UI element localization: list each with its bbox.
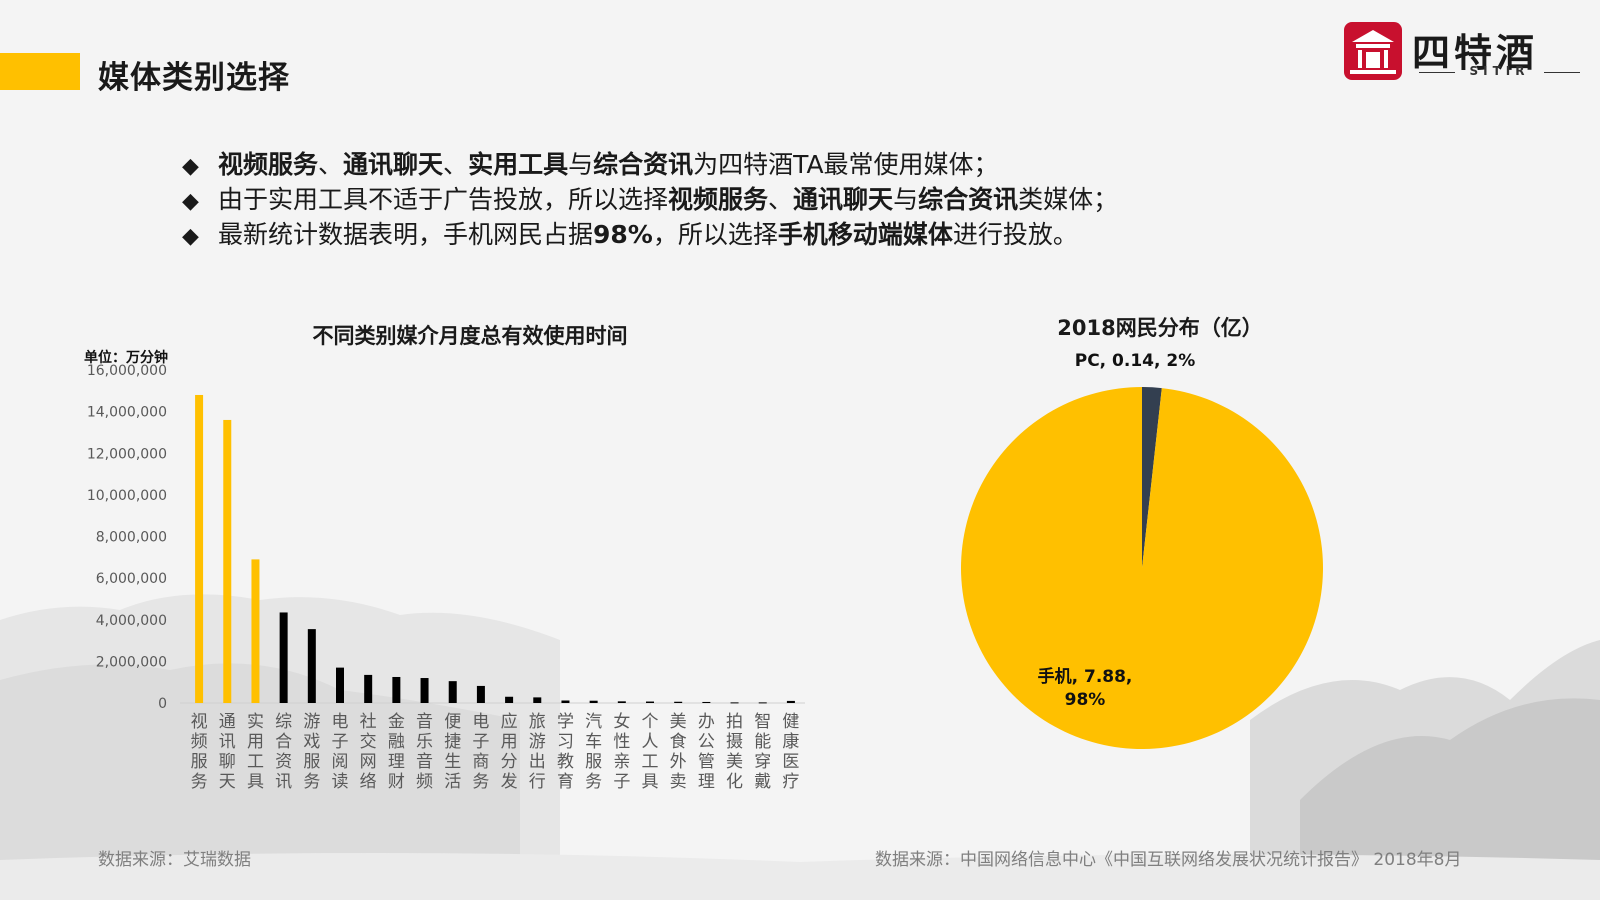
x-tick-label: 视频服务 bbox=[191, 712, 208, 792]
bar bbox=[364, 674, 373, 703]
x-tick-label: 拍摄美化 bbox=[726, 712, 743, 792]
bar bbox=[758, 702, 767, 704]
bullet-emphasis: 综合资讯 bbox=[593, 150, 694, 179]
bar bbox=[307, 629, 316, 703]
bar bbox=[195, 394, 204, 703]
bar bbox=[420, 678, 429, 703]
bar bbox=[505, 696, 514, 703]
x-tick-label: 女性亲子 bbox=[613, 712, 630, 792]
bar bbox=[223, 419, 232, 703]
bullet-emphasis: 98% bbox=[593, 220, 653, 249]
bullet-emphasis: 视频服务 bbox=[218, 150, 319, 179]
bullet-text: 与 bbox=[893, 185, 919, 214]
x-tick-label: 电子商务 bbox=[472, 712, 489, 792]
source-left: 数据来源：艾瑞数据 bbox=[98, 850, 251, 870]
bullet-item: ◆ 视频服务、通讯聊天、实用工具与综合资讯为四特酒TA最常使用媒体； bbox=[182, 148, 1118, 183]
x-tick-label: 健康医疗 bbox=[782, 712, 799, 792]
bar bbox=[476, 685, 485, 703]
y-tick-label: 6,000,000 bbox=[96, 571, 167, 587]
bullet-item: ◆ 最新统计数据表明，手机网民占据98%，所以选择手机移动端媒体进行投放。 bbox=[182, 218, 1118, 253]
bullet-text: 进行投放。 bbox=[952, 220, 1078, 249]
source-right: 数据来源：中国网络信息中心《中国互联网络发展状况统计报告》 2018年8月 bbox=[875, 850, 1462, 870]
bullet-emphasis: 手机移动端媒体 bbox=[777, 220, 953, 249]
x-tick-label: 旅游出行 bbox=[529, 712, 546, 792]
pie-slice-pc bbox=[1142, 387, 1162, 568]
bullet-list: ◆ 视频服务、通讯聊天、实用工具与综合资讯为四特酒TA最常使用媒体； ◆ 由于实用工具… bbox=[182, 148, 1118, 253]
bar bbox=[251, 559, 260, 703]
bullet-emphasis: 视频服务 bbox=[668, 185, 769, 214]
x-tick-label: 汽车服务 bbox=[585, 712, 602, 792]
y-axis-label: 单位：万分钟 bbox=[84, 349, 168, 366]
bar bbox=[279, 612, 288, 703]
x-tick-label: 综合资讯 bbox=[275, 712, 292, 792]
y-tick-label: 16,000,000 bbox=[87, 363, 167, 379]
pie-label-pc: PC, 0.14, 2% bbox=[1075, 351, 1196, 371]
bar bbox=[730, 702, 739, 704]
bar bbox=[561, 700, 570, 703]
x-tick-label: 应用分发 bbox=[501, 712, 518, 792]
brand-logo: 四特酒 SITIR bbox=[1342, 20, 1582, 84]
bar bbox=[674, 701, 683, 703]
title-accent-bar bbox=[0, 53, 80, 90]
bullet-text: 类媒体； bbox=[1018, 185, 1119, 214]
bullet-emphasis: 通讯聊天 bbox=[343, 150, 444, 179]
bar-chart: 单位：万分钟 0 2,000,000 4,000,000 6,000,000 8,000,… bbox=[84, 349, 805, 792]
bullet-emphasis: 实用工具 bbox=[468, 150, 569, 179]
x-tick-label: 智能穿戴 bbox=[754, 712, 771, 792]
x-tick-label: 电子阅读 bbox=[332, 712, 349, 792]
bullet-item: ◆ 由于实用工具不适于广告投放，所以选择视频服务、通讯聊天与综合资讯类媒体； bbox=[182, 183, 1118, 218]
bullet-text: 、 bbox=[768, 185, 794, 214]
x-tick-label: 实用工具 bbox=[247, 712, 264, 792]
x-tick-label: 个人工具 bbox=[642, 712, 659, 792]
bar bbox=[392, 676, 401, 703]
diamond-bullet-icon: ◆ bbox=[182, 189, 199, 214]
bar bbox=[533, 697, 542, 703]
x-tick-label: 游戏服务 bbox=[303, 712, 320, 792]
diamond-bullet-icon: ◆ bbox=[182, 154, 199, 179]
bar bbox=[589, 700, 598, 703]
x-tick-label: 便捷生活 bbox=[444, 712, 461, 792]
pie-label-mobile-percent: 98% bbox=[1065, 690, 1106, 710]
x-tick-label: 音乐音频 bbox=[416, 712, 433, 792]
pie-chart-title: 2018网民分布（亿） bbox=[1057, 316, 1263, 340]
x-tick-label: 办公管理 bbox=[698, 712, 715, 792]
bullet-text: 由于实用工具不适于广告投放，所以选择 bbox=[218, 185, 669, 214]
x-tick-label: 学习教育 bbox=[557, 712, 574, 792]
bullet-text: 、 bbox=[318, 150, 344, 179]
x-tick-label: 社交网络 bbox=[360, 712, 377, 792]
y-tick-label: 2,000,000 bbox=[96, 654, 167, 670]
bar bbox=[702, 701, 711, 703]
bullet-text: 为四特酒TA最常使用媒体； bbox=[693, 150, 999, 179]
bar bbox=[448, 681, 457, 703]
bar-chart-title: 不同类别媒介月度总有效使用时间 bbox=[312, 324, 628, 348]
logo-wordmark: 四特酒 bbox=[1412, 31, 1539, 75]
pie-label-mobile: 手机, 7.88, bbox=[1038, 666, 1133, 687]
y-tick-label: 12,000,000 bbox=[87, 446, 167, 462]
y-tick-label: 8,000,000 bbox=[96, 530, 167, 546]
y-tick-label: 14,000,000 bbox=[87, 405, 167, 421]
bullet-text: ，所以选择 bbox=[652, 220, 778, 249]
bar bbox=[646, 701, 654, 703]
bullet-text: 与 bbox=[568, 150, 594, 179]
y-tick-label: 10,000,000 bbox=[87, 488, 167, 504]
page-title: 媒体类别选择 bbox=[98, 60, 290, 96]
diamond-bullet-icon: ◆ bbox=[182, 224, 199, 249]
x-tick-label: 美食外卖 bbox=[670, 712, 687, 792]
y-tick-label: 4,000,000 bbox=[96, 613, 167, 629]
x-tick-label: 金融理财 bbox=[388, 712, 405, 792]
bar bbox=[786, 700, 795, 703]
bullet-emphasis: 综合资讯 bbox=[918, 185, 1019, 214]
bullet-text: 、 bbox=[443, 150, 469, 179]
pie-chart: PC, 0.14, 2% 手机, 7.88, 98% bbox=[961, 351, 1323, 749]
logo-emblem-icon bbox=[1344, 22, 1402, 80]
logo-subtitle: SITIR bbox=[1417, 64, 1582, 78]
bar bbox=[617, 701, 626, 703]
bar bbox=[336, 667, 344, 703]
x-tick-label: 通讯聊天 bbox=[219, 712, 236, 792]
bullet-emphasis: 通讯聊天 bbox=[793, 185, 894, 214]
bullet-text: 最新统计数据表明，手机网民占据 bbox=[218, 220, 594, 249]
pie-slice-mobile bbox=[961, 387, 1323, 749]
y-tick-label: 0 bbox=[158, 696, 167, 712]
